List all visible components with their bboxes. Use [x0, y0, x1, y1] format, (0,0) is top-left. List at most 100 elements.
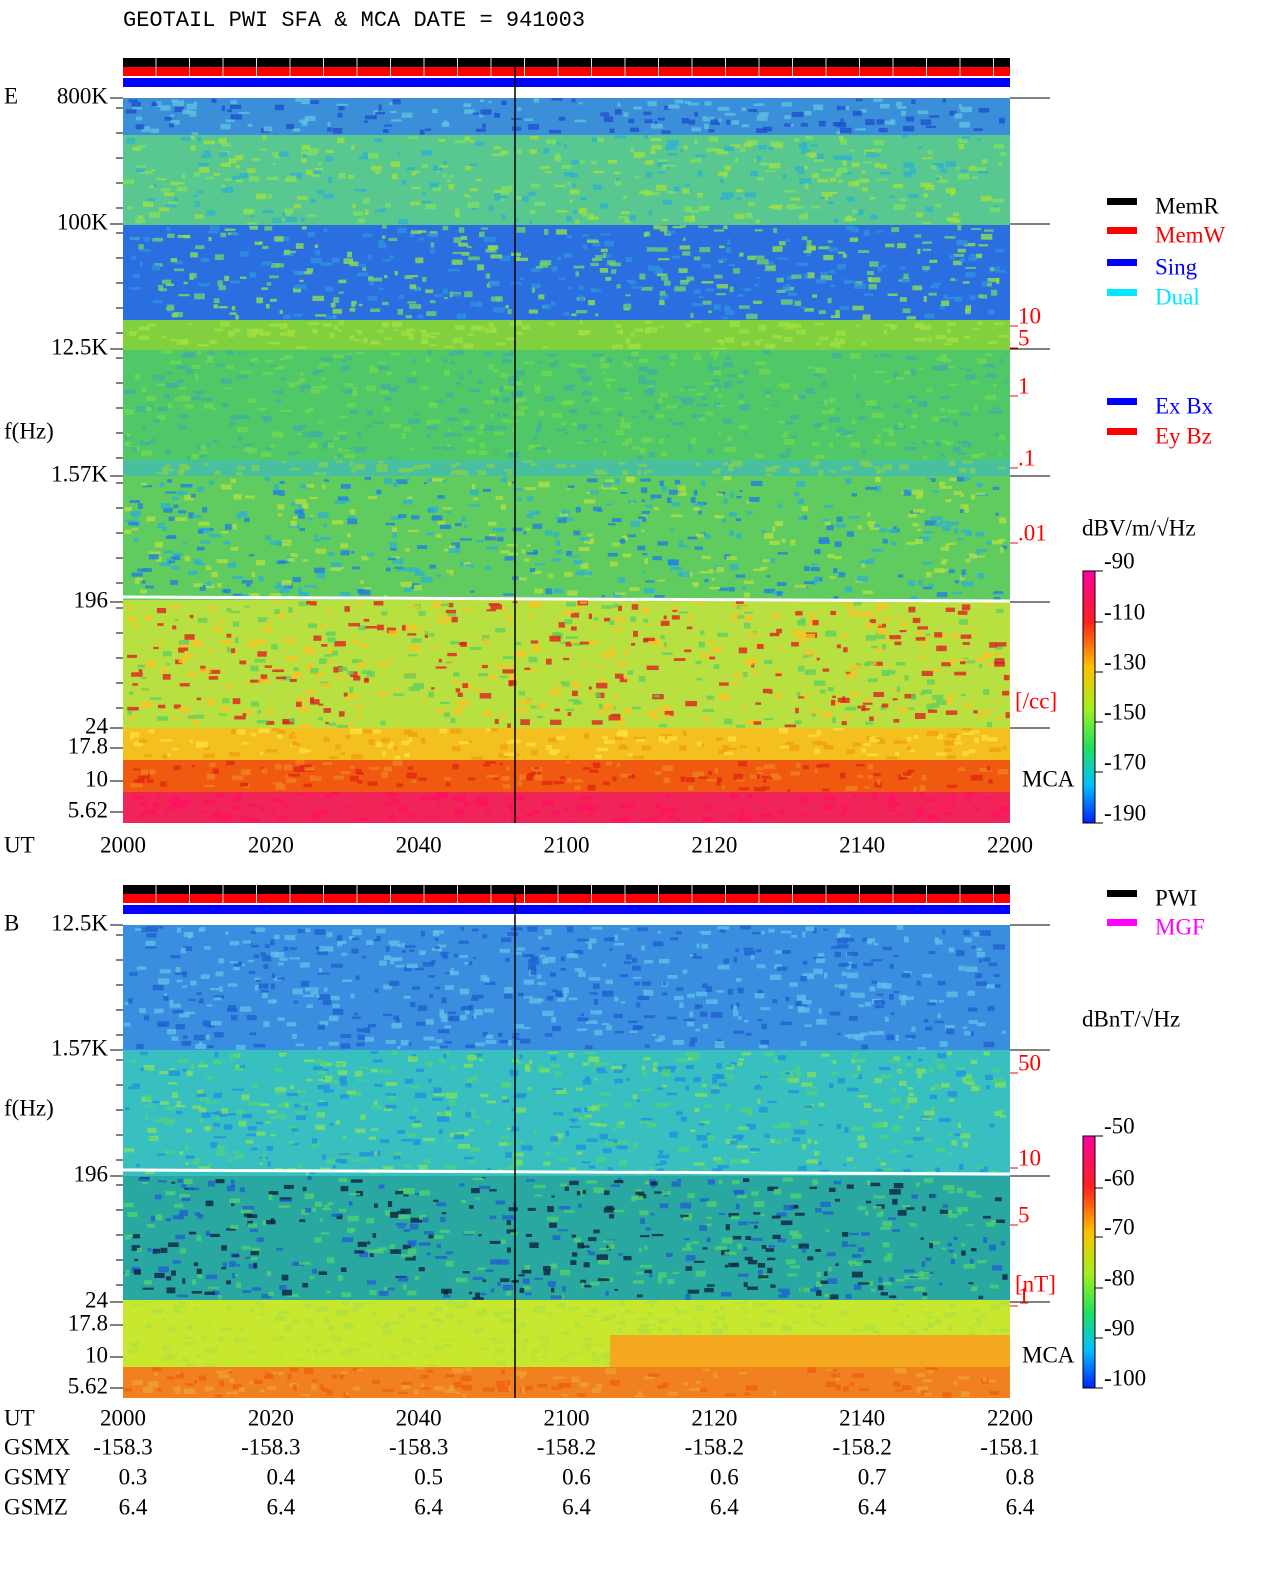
spectrogram-speck: [971, 227, 982, 231]
spectrogram-speck: [452, 799, 465, 802]
spectrogram-speck: [874, 782, 882, 788]
spectrogram-speck: [254, 241, 262, 246]
spectrogram-speck: [840, 127, 852, 134]
spectrogram-speck: [679, 225, 687, 228]
spectrogram-speck: [277, 513, 283, 517]
spectrogram-speck: [802, 973, 815, 980]
colorbar-tick-label: -150: [1104, 699, 1146, 724]
spectrogram-speck: [505, 449, 514, 454]
spectrogram-speck: [508, 382, 517, 389]
spectrogram-speck: [185, 1155, 195, 1159]
spectrogram-speck: [438, 165, 449, 168]
spectrogram-speck: [171, 1036, 179, 1041]
density-tick-label: 5: [1018, 325, 1030, 350]
spectrogram-speck: [997, 466, 1006, 470]
spectrogram-speck: [167, 233, 175, 238]
spectrogram-speck: [696, 943, 700, 949]
spectrogram-speck: [311, 328, 317, 333]
spectrogram-speck: [513, 795, 526, 801]
spectrogram-speck: [858, 417, 864, 421]
spectrogram-speck: [725, 1105, 729, 1112]
spectrogram-band: [123, 98, 1010, 135]
spectrogram-speck: [819, 336, 829, 341]
spectrogram-speck: [799, 813, 806, 816]
spectrogram-speck: [952, 591, 963, 594]
spectrogram-speck: [643, 637, 656, 642]
spectrogram-speck: [764, 390, 773, 395]
spectrogram-speck: [666, 807, 679, 814]
spectrogram-speck: [154, 1008, 164, 1014]
spectrogram-speck: [694, 546, 704, 550]
spectrogram-speck: [986, 766, 991, 771]
spectrogram-speck: [600, 112, 610, 117]
spectrogram-speck: [377, 329, 384, 333]
spectrogram-speck: [289, 467, 301, 471]
spectrogram-speck: [403, 1164, 413, 1168]
spectrogram-speck: [965, 966, 978, 972]
spectrogram-speck: [207, 356, 213, 362]
spectrogram-speck: [693, 256, 701, 261]
spectrogram-speck: [691, 414, 703, 418]
spectrogram-speck: [209, 987, 219, 991]
spectrogram-speck: [786, 275, 794, 280]
spectrogram-speck: [893, 1056, 900, 1062]
spectrogram-speck: [295, 98, 302, 102]
spectrogram-speck: [814, 680, 826, 686]
spectrogram-speck: [352, 203, 356, 209]
spectrogram-speck: [199, 998, 204, 1002]
spectrogram-speck: [978, 958, 983, 963]
spectrogram-speck: [770, 403, 779, 407]
spectrogram-speck: [256, 979, 261, 982]
spectrogram-speck: [729, 286, 734, 293]
spectrogram-speck: [902, 308, 911, 314]
spectrogram-speck: [443, 120, 448, 126]
spectrogram-speck: [515, 320, 522, 326]
spectrogram-speck: [123, 1022, 131, 1027]
spectrogram-speck: [791, 435, 797, 439]
spectrogram-speck: [197, 136, 202, 142]
spectrogram-speck: [385, 522, 395, 526]
spectrogram-speck: [824, 972, 828, 979]
spectrogram-speck: [371, 165, 382, 171]
spectrogram-speck: [124, 529, 132, 535]
spectrogram-speck: [479, 442, 485, 449]
spectrogram-speck: [241, 742, 249, 745]
spectrogram-speck: [138, 335, 150, 340]
spectrogram-speck: [865, 400, 877, 406]
spectrogram-speck: [802, 515, 808, 520]
spectrogram-speck: [538, 936, 543, 940]
spectrogram-speck: [944, 740, 955, 746]
spectrogram-speck: [646, 172, 652, 178]
spectrogram-speck: [946, 337, 959, 343]
spectrogram-speck: [244, 517, 250, 523]
spectrogram-speck: [758, 324, 763, 331]
spectrogram-speck: [616, 177, 620, 182]
spectrogram-speck: [702, 716, 708, 722]
spectrogram-speck: [464, 109, 475, 114]
spectrogram-speck: [895, 1034, 899, 1041]
spectrogram-speck: [411, 370, 417, 376]
spectrogram-speck: [189, 272, 197, 279]
spectrogram-speck: [283, 583, 293, 589]
spectrogram-speck: [431, 335, 437, 339]
spectrogram-speck: [273, 1067, 283, 1072]
spectrogram-speck: [123, 1148, 135, 1153]
spectrogram-speck: [807, 366, 815, 369]
spectrogram-speck: [964, 937, 972, 943]
spectrogram-speck: [449, 970, 459, 976]
spectrogram-speck: [615, 721, 626, 726]
spectrogram-speck: [961, 569, 966, 575]
spectrogram-speck: [166, 1029, 177, 1035]
spectrogram-speck: [152, 375, 165, 381]
spectrogram-speck: [159, 562, 172, 566]
spectrogram-speck: [442, 614, 451, 619]
spectrogram-speck: [209, 340, 217, 344]
spectrogram-speck: [801, 148, 810, 154]
spectrogram-speck: [260, 952, 266, 957]
spectrogram-speck: [275, 676, 287, 680]
spectrogram-speck: [431, 419, 441, 424]
spectrogram-speck: [358, 625, 367, 631]
spectrogram-speck: [579, 160, 585, 164]
spectrogram-speck: [271, 263, 280, 268]
spectrogram-speck: [716, 1063, 722, 1069]
